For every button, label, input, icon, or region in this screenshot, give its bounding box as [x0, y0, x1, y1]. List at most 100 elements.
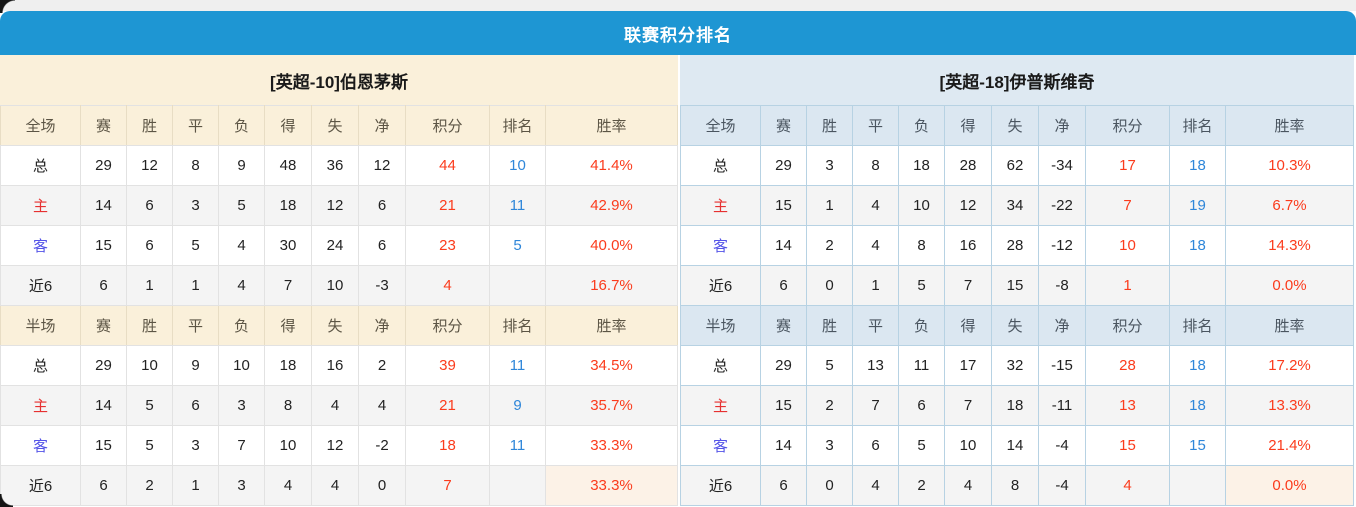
- column-header: 排名: [1169, 305, 1226, 346]
- stat-row: 主 14 5 6 3 8 4 4 21 9 35.7%: [0, 385, 678, 426]
- points-cell: 7: [405, 465, 490, 506]
- stat-cell: 4: [218, 265, 265, 306]
- stat-cell: 28: [944, 145, 992, 186]
- points-cell: 15: [1085, 425, 1170, 466]
- stat-cell: 16: [944, 225, 992, 266]
- stat-row: 近6 6 0 1 5 7 15 -8 1 0.0%: [680, 265, 1354, 306]
- stat-cell: -11: [1038, 385, 1086, 426]
- column-header: 排名: [1169, 105, 1226, 146]
- stat-cell: 8: [264, 385, 312, 426]
- stat-cell: 3: [172, 425, 219, 466]
- stat-cell: 2: [806, 225, 853, 266]
- stat-cell: 2: [358, 345, 406, 386]
- stat-cell: 0: [806, 265, 853, 306]
- stat-row: 主 14 6 3 5 18 12 6 21 11 42.9%: [0, 185, 678, 226]
- stat-cell: 3: [218, 385, 265, 426]
- row-label: 近6: [0, 265, 81, 306]
- column-header: 赛: [760, 305, 807, 346]
- stat-cell: 1: [806, 185, 853, 226]
- stat-cell: 10: [264, 425, 312, 466]
- rank-cell: 18: [1169, 145, 1226, 186]
- winrate-cell: 16.7%: [545, 265, 678, 306]
- stat-cell: 6: [80, 265, 127, 306]
- stat-cell: 15: [760, 385, 807, 426]
- winrate-cell: 34.5%: [545, 345, 678, 386]
- points-cell: 17: [1085, 145, 1170, 186]
- stat-cell: 34: [991, 185, 1039, 226]
- rank-cell: [489, 465, 546, 506]
- stat-cell: 14: [760, 225, 807, 266]
- stat-row: 总 29 10 9 10 18 16 2 39 11 34.5%: [0, 345, 678, 386]
- page-title: 联赛积分排名: [624, 25, 732, 45]
- column-header: 积分: [405, 105, 490, 146]
- winrate-cell: 6.7%: [1225, 185, 1354, 226]
- stat-cell: 29: [80, 345, 127, 386]
- column-header: 平: [852, 305, 899, 346]
- stat-cell: 8: [898, 225, 945, 266]
- winrate-cell: 0.0%: [1225, 465, 1354, 506]
- section-header-row: 全场赛胜平负得失净积分 排名 胜率: [0, 105, 678, 146]
- stat-cell: 5: [126, 385, 173, 426]
- stat-cell: 62: [991, 145, 1039, 186]
- stat-row: 客 15 6 5 4 30 24 6 23 5 40.0%: [0, 225, 678, 266]
- rank-cell: 10: [489, 145, 546, 186]
- stat-cell: 13: [852, 345, 899, 386]
- rank-cell: 11: [489, 345, 546, 386]
- stat-cell: 2: [898, 465, 945, 506]
- column-header: 胜: [126, 305, 173, 346]
- winrate-cell: 14.3%: [1225, 225, 1354, 266]
- stat-cell: -2: [358, 425, 406, 466]
- row-label: 客: [0, 425, 81, 466]
- stat-cell: 6: [760, 265, 807, 306]
- winrate-cell: 13.3%: [1225, 385, 1354, 426]
- stat-cell: 32: [991, 345, 1039, 386]
- stat-cell: 3: [806, 425, 853, 466]
- column-header: 平: [852, 105, 899, 146]
- column-header: 负: [218, 305, 265, 346]
- team-name-right: [英超-18]伊普斯维奇: [680, 55, 1354, 105]
- points-cell: 10: [1085, 225, 1170, 266]
- stat-cell: 4: [852, 185, 899, 226]
- row-label: 主: [0, 385, 81, 426]
- stat-cell: 8: [172, 145, 219, 186]
- stat-cell: 15: [80, 425, 127, 466]
- stat-cell: 6: [126, 185, 173, 226]
- points-cell: 13: [1085, 385, 1170, 426]
- column-header: 胜: [806, 305, 853, 346]
- column-header: 平: [172, 105, 219, 146]
- rank-cell: 18: [1169, 345, 1226, 386]
- stat-cell: 10: [126, 345, 173, 386]
- column-header: 负: [218, 105, 265, 146]
- stat-cell: 2: [806, 385, 853, 426]
- column-header: 平: [172, 305, 219, 346]
- rank-cell: [1169, 465, 1226, 506]
- stat-cell: 5: [126, 425, 173, 466]
- stat-cell: 12: [126, 145, 173, 186]
- winrate-cell: 0.0%: [1225, 265, 1354, 306]
- stat-cell: 6: [898, 385, 945, 426]
- stat-cell: 5: [898, 265, 945, 306]
- winrate-cell: 41.4%: [545, 145, 678, 186]
- stat-cell: 9: [172, 345, 219, 386]
- points-cell: 28: [1085, 345, 1170, 386]
- column-header: 排名: [489, 305, 546, 346]
- column-header: 胜率: [545, 305, 678, 346]
- stat-cell: 29: [760, 345, 807, 386]
- stat-cell: 15: [991, 265, 1039, 306]
- stat-cell: 6: [760, 465, 807, 506]
- stat-row: 总 29 5 13 11 17 32 -15 28 18 17.2%: [680, 345, 1354, 386]
- rank-cell: 15: [1169, 425, 1226, 466]
- row-label: 总: [680, 145, 761, 186]
- stat-cell: 18: [264, 345, 312, 386]
- rank-cell: 18: [1169, 225, 1226, 266]
- column-header: 负: [898, 105, 945, 146]
- section-label: 半场: [680, 305, 761, 346]
- winrate-cell: 17.2%: [1225, 345, 1354, 386]
- stat-row: 主 15 1 4 10 12 34 -22 7 19 6.7%: [680, 185, 1354, 226]
- rank-cell: 11: [489, 185, 546, 226]
- stat-cell: 5: [898, 425, 945, 466]
- stat-cell: 2: [126, 465, 173, 506]
- row-label: 总: [0, 345, 81, 386]
- row-label: 客: [680, 225, 761, 266]
- stat-cell: 4: [944, 465, 992, 506]
